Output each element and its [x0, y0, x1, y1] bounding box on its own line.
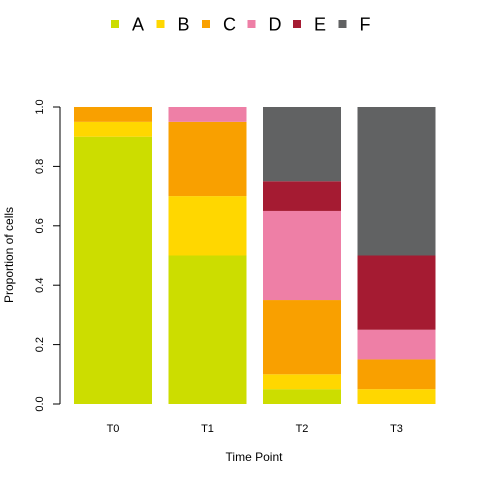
y-tick-label: 1.0	[34, 99, 46, 114]
x-tick-label: T0	[107, 423, 120, 435]
y-tick-label: 0.6	[34, 218, 46, 233]
x-tick-label: T3	[390, 423, 403, 435]
legend-item-B: B	[156, 15, 190, 35]
y-axis-title: Proportion of cells	[2, 207, 16, 303]
bar-segment-T0-B	[74, 121, 152, 137]
bar-segment-T2-F	[263, 107, 341, 182]
x-tick-label: T1	[201, 423, 214, 435]
legend-item-A: A	[111, 15, 144, 35]
legend-label: F	[360, 15, 371, 35]
bars	[74, 107, 436, 404]
bar-segment-T3-E	[357, 255, 436, 330]
legend-swatch	[111, 20, 119, 28]
bar-segment-T1-A	[168, 255, 247, 404]
bar-segment-T2-C	[263, 300, 341, 375]
y-tick-label: 0.2	[34, 337, 46, 352]
legend-swatch	[293, 20, 301, 28]
bar-segment-T1-D	[168, 107, 247, 122]
legend-swatch	[202, 20, 210, 28]
bar-segment-T3-C	[357, 359, 436, 390]
legend-swatch	[338, 20, 347, 28]
bar-segment-T2-A	[263, 389, 341, 404]
bar-segment-T2-E	[263, 181, 341, 211]
bar-segment-T0-A	[74, 136, 152, 404]
legend-item-F: F	[338, 15, 371, 35]
bar-segment-T0-C	[74, 107, 152, 122]
legend-label: B	[178, 15, 190, 35]
bar-segment-T3-F	[357, 107, 436, 256]
legend-label: C	[223, 15, 236, 35]
legend-label: E	[314, 15, 326, 35]
bar-segment-T3-B	[357, 389, 436, 404]
y-tick-label: 0.8	[34, 159, 46, 174]
bar-segment-T1-B	[168, 196, 247, 256]
bar-segment-T3-D	[357, 329, 436, 360]
legend-item-D: D	[247, 15, 282, 35]
x-tick-label: T2	[296, 423, 309, 435]
y-tick-label: 0.4	[34, 278, 46, 293]
bar-segment-T2-B	[263, 374, 341, 390]
legend-item-E: E	[293, 15, 326, 35]
legend-label: D	[269, 15, 282, 35]
bar-segment-T2-D	[263, 210, 341, 301]
legend-item-C: C	[202, 15, 236, 35]
legend-swatch	[156, 20, 165, 28]
x-axis-title: Time Point	[226, 450, 284, 464]
y-tick-label: 0.0	[34, 396, 46, 411]
x-axis: T0 T1 T2 T3	[107, 423, 403, 435]
bar-segment-T1-C	[168, 121, 247, 197]
legend-swatch	[247, 20, 256, 28]
legend-label: A	[132, 15, 144, 35]
legend: A B C D E F	[111, 15, 371, 35]
y-axis: 0.0 0.2 0.4 0.6 0.8 1.0	[34, 99, 61, 412]
